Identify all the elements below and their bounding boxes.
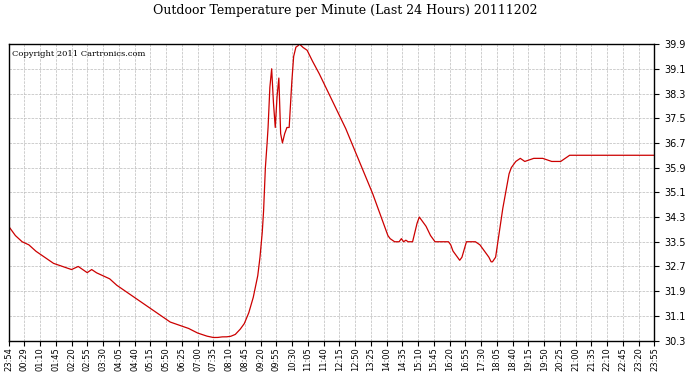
Text: Copyright 2011 Cartronics.com: Copyright 2011 Cartronics.com xyxy=(12,50,146,58)
Text: Outdoor Temperature per Minute (Last 24 Hours) 20111202: Outdoor Temperature per Minute (Last 24 … xyxy=(152,4,538,17)
